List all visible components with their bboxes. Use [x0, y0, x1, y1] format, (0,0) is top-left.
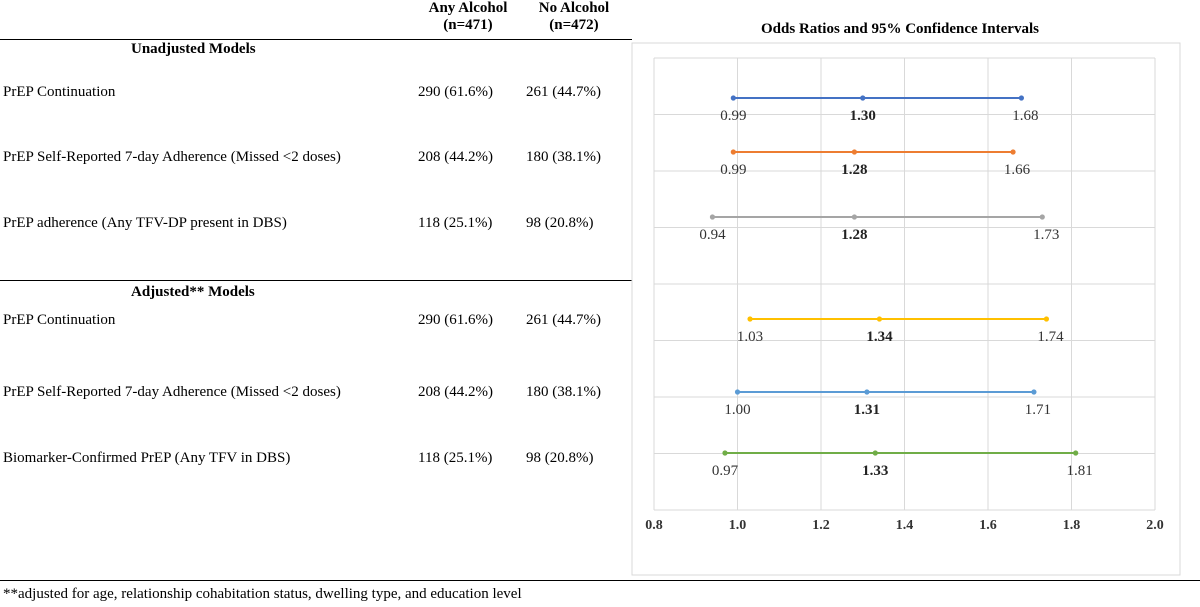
or-label-1: 1.30 [850, 108, 876, 124]
x-tick-label: 1.6 [979, 518, 997, 533]
section-rule [0, 280, 632, 281]
ci-lower-point-1 [730, 95, 736, 101]
ci-upper-label-4: 1.74 [1037, 329, 1064, 345]
footnote: **adjusted for age, relationship cohabit… [3, 586, 522, 602]
ci-upper-point-5 [1031, 389, 1037, 395]
ci-upper-point-2 [1010, 149, 1016, 155]
ci-lower-point-4 [747, 316, 753, 322]
x-tick-label: 0.8 [645, 518, 663, 533]
unadj-row-1-label: PrEP Continuation [3, 84, 116, 100]
or-point-3 [851, 214, 858, 220]
or-label-2: 1.28 [841, 162, 867, 178]
unadj-row-3-label: PrEP adherence (Any TFV-DP present in DB… [3, 215, 287, 231]
or-point-6 [872, 450, 878, 456]
or-label-3: 1.28 [841, 227, 867, 243]
or-label-4: 1.34 [866, 329, 893, 345]
unadj-row-3-any: 118 (25.1%) [418, 215, 493, 231]
ci-upper-label-5: 1.71 [1025, 402, 1051, 418]
x-tick-label: 2.0 [1146, 518, 1164, 533]
adj-row-2-any: 208 (44.2%) [418, 384, 493, 400]
ci-lower-label-6: 0.97 [712, 463, 739, 479]
ci-lower-label-4: 1.03 [737, 329, 763, 345]
or-point-1 [860, 95, 866, 101]
or-point-2 [851, 149, 858, 155]
or-label-6: 1.33 [862, 463, 888, 479]
or-point-5 [864, 389, 870, 395]
unadj-row-2-no: 180 (38.1%) [526, 149, 601, 165]
unadj-row-3-no: 98 (20.8%) [526, 215, 594, 231]
ci-lower-label-5: 1.00 [724, 402, 750, 418]
or-label-5: 1.31 [854, 402, 880, 418]
adj-row-1-no: 261 (44.7%) [526, 312, 601, 328]
x-tick-label: 1.0 [729, 518, 747, 533]
ci-upper-label-3: 1.73 [1033, 227, 1059, 243]
unadj-row-1-no: 261 (44.7%) [526, 84, 601, 100]
ci-lower-label-2: 0.99 [720, 162, 746, 178]
ci-upper-point-4 [1043, 316, 1050, 322]
x-tick-label: 1.2 [812, 518, 830, 533]
ci-upper-point-1 [1018, 95, 1024, 101]
x-tick-label: 1.8 [1063, 518, 1081, 533]
adj-row-3-no: 98 (20.8%) [526, 450, 594, 466]
chart-title: Odds Ratios and 95% Confidence Intervals [761, 21, 1039, 37]
ci-lower-point-3 [709, 214, 716, 220]
col-no-alcohol-header: No Alcohol (n=472) [524, 0, 624, 34]
col-any-alcohol-title: Any Alcohol [428, 0, 508, 16]
ci-upper-point-3 [1039, 214, 1045, 220]
col-any-alcohol-n: (n=471) [443, 17, 493, 33]
ci-upper-label-1: 1.68 [1012, 108, 1038, 124]
ci-lower-label-3: 0.94 [699, 227, 726, 243]
unadjusted-section-header: Unadjusted Models [131, 41, 256, 57]
adj-row-1-label: PrEP Continuation [3, 312, 116, 328]
ci-upper-label-2: 1.66 [1004, 162, 1031, 178]
adj-row-3-label: Biomarker-Confirmed PrEP (Any TFV in DBS… [3, 450, 291, 466]
bottom-rule [0, 580, 1200, 581]
unadj-row-2-any: 208 (44.2%) [418, 149, 493, 165]
ci-lower-point-6 [722, 450, 728, 456]
unadj-row-2-label: PrEP Self-Reported 7-day Adherence (Miss… [3, 149, 341, 165]
adjusted-section-header: Adjusted** Models [131, 284, 255, 300]
ci-lower-point-5 [734, 389, 741, 395]
adj-row-2-no: 180 (38.1%) [526, 384, 601, 400]
ci-upper-point-6 [1073, 450, 1079, 456]
or-point-4 [876, 316, 883, 322]
chart-frame [631, 42, 1181, 576]
ci-lower-point-2 [730, 149, 736, 155]
top-rule [0, 39, 632, 40]
col-any-alcohol-header: Any Alcohol (n=471) [416, 0, 520, 34]
adj-row-3-any: 118 (25.1%) [418, 450, 493, 466]
col-no-alcohol-title: No Alcohol [538, 0, 610, 16]
ci-upper-label-6: 1.81 [1067, 463, 1093, 479]
x-tick-label: 1.4 [896, 518, 914, 533]
adj-row-1-any: 290 (61.6%) [418, 312, 493, 328]
unadj-row-1-any: 290 (61.6%) [418, 84, 493, 100]
col-no-alcohol-n: (n=472) [549, 17, 599, 33]
ci-lower-label-1: 0.99 [720, 108, 746, 124]
adj-row-2-label: PrEP Self-Reported 7-day Adherence (Miss… [3, 384, 341, 400]
